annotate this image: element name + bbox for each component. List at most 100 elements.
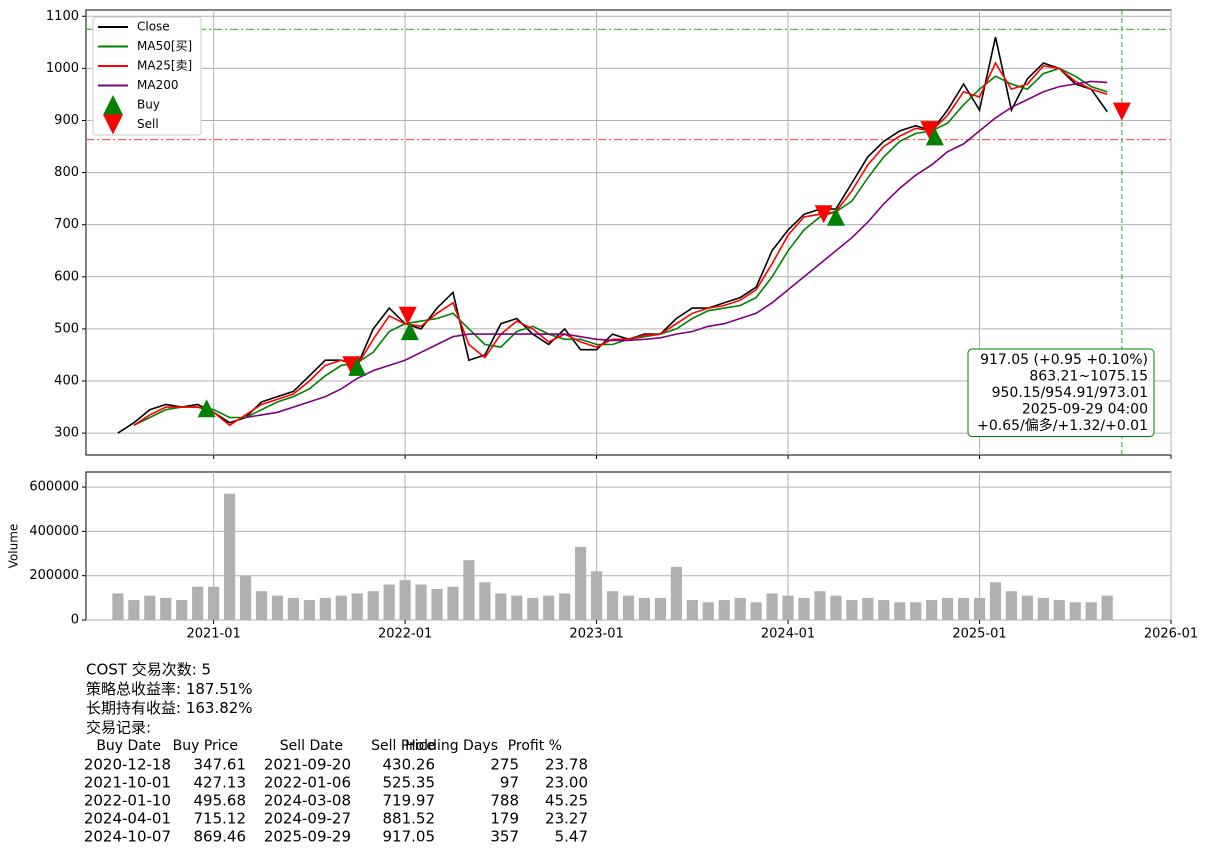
volume-bar	[591, 571, 603, 620]
volume-bar	[463, 560, 475, 620]
volume-bar	[894, 602, 906, 620]
trade-marker	[920, 121, 939, 140]
y-tick-label: 1000	[46, 61, 79, 76]
trade-marker	[197, 399, 216, 418]
volume-bar	[638, 597, 651, 620]
volume-bar	[973, 597, 986, 620]
trade-marker	[925, 127, 944, 146]
volume-bar	[383, 584, 395, 620]
table-header: Buy Date	[96, 738, 161, 754]
volume-bar	[942, 597, 954, 620]
table-cell: 2021-10-01	[84, 774, 171, 792]
volume-bar	[543, 595, 555, 620]
y-tick-label: 200000	[29, 568, 79, 583]
volume-bar	[606, 591, 619, 620]
volume-bar	[1021, 595, 1033, 620]
table-cell: 2025-09-29	[264, 828, 351, 846]
table-cell: 2021-09-20	[264, 756, 351, 774]
y-tick-label: 400	[54, 374, 79, 389]
table-header: Sell Price	[371, 738, 435, 754]
volume-bar	[208, 586, 220, 620]
table-cell: 347.61	[194, 756, 247, 774]
y-tick-label: 600	[54, 269, 79, 284]
price-line	[117, 36, 1108, 434]
volume-bar	[1085, 602, 1097, 620]
price-line	[133, 67, 1108, 427]
volume-bar	[846, 600, 858, 620]
volume-bar	[957, 597, 970, 620]
volume-bar	[287, 597, 300, 620]
table-cell: 2024-10-07	[84, 828, 171, 846]
y-tick-label: 800	[54, 165, 79, 180]
summary-line: 交易记录:	[86, 718, 151, 736]
volume-bar	[431, 588, 443, 620]
annotation-text: 863.21~1075.15	[1029, 369, 1148, 385]
y-tick-label: 300	[54, 426, 79, 441]
volume-bar	[112, 593, 124, 620]
x-tick-label: 2026-01	[1144, 627, 1198, 642]
table-cell: 917.05	[383, 828, 436, 846]
volume-bar	[910, 602, 922, 620]
table-cell: 2022-01-06	[264, 774, 351, 792]
table-cell: 179	[490, 810, 519, 828]
annotation-text: +0.65/偏多/+1.32/+0.01	[977, 417, 1148, 434]
legend-label: Buy	[137, 98, 160, 112]
table-cell: 45.25	[545, 792, 588, 810]
annotation-box	[967, 348, 1155, 437]
x-tick-label: 2022-01	[378, 627, 432, 642]
volume-bar	[830, 595, 842, 620]
table-cell: 2024-03-08	[264, 792, 351, 810]
volume-bar	[1069, 602, 1081, 620]
summary-line: COST 交易次数: 5	[86, 661, 211, 679]
volume-bar	[926, 600, 938, 620]
price-line	[133, 61, 1108, 427]
volume-bar	[798, 597, 810, 620]
table-cell: 495.68	[194, 792, 247, 810]
x-tick-label: 2025-01	[952, 627, 1006, 642]
volume-bar	[527, 597, 539, 620]
legend-label: Close	[137, 20, 170, 34]
volume-bar	[559, 593, 571, 620]
table-cell: 2022-01-10	[84, 792, 171, 810]
volume-bar	[479, 582, 491, 620]
table-cell: 23.00	[545, 774, 588, 792]
volume-bar	[239, 575, 252, 620]
legend-label: Sell	[137, 117, 159, 131]
volume-bar	[702, 602, 714, 620]
volume-bar	[989, 582, 1002, 620]
price-line	[245, 80, 1108, 419]
volume-bar	[447, 586, 459, 620]
volume-bar	[224, 493, 236, 620]
y-tick-label: 600000	[29, 480, 79, 495]
y-axis-label: Volume	[7, 524, 21, 569]
table-header: Buy Price	[173, 738, 238, 754]
volume-bar	[1005, 591, 1018, 620]
legend-swatch	[103, 114, 123, 135]
volume-bar	[766, 593, 778, 620]
table-cell: 430.26	[383, 756, 436, 774]
y-tick-label: 0	[71, 613, 79, 628]
x-tick-label: 2023-01	[569, 627, 623, 642]
table-cell: 5.47	[555, 828, 588, 846]
volume-bar	[415, 584, 427, 620]
volume-bar	[814, 591, 826, 620]
trade-marker	[342, 356, 361, 375]
volume-bar	[367, 591, 379, 620]
trade-marker	[348, 357, 367, 376]
table-cell: 881.52	[383, 810, 436, 828]
legend-label: MA50[买]	[137, 39, 192, 53]
volume-bar	[351, 593, 363, 620]
volume-bar	[670, 566, 682, 620]
table-cell: 525.35	[383, 774, 436, 792]
volume-bar	[335, 595, 347, 620]
volume-bar	[1037, 597, 1049, 620]
table-header: Holding Days	[405, 738, 498, 754]
annotation-text: 950.15/954.91/973.01	[992, 385, 1148, 401]
volume-bar	[1053, 600, 1065, 620]
volume-bar	[862, 597, 874, 620]
volume-bar	[1101, 595, 1113, 620]
volume-bar	[750, 602, 762, 620]
volume-bar	[144, 595, 156, 620]
volume-bar	[878, 600, 890, 620]
